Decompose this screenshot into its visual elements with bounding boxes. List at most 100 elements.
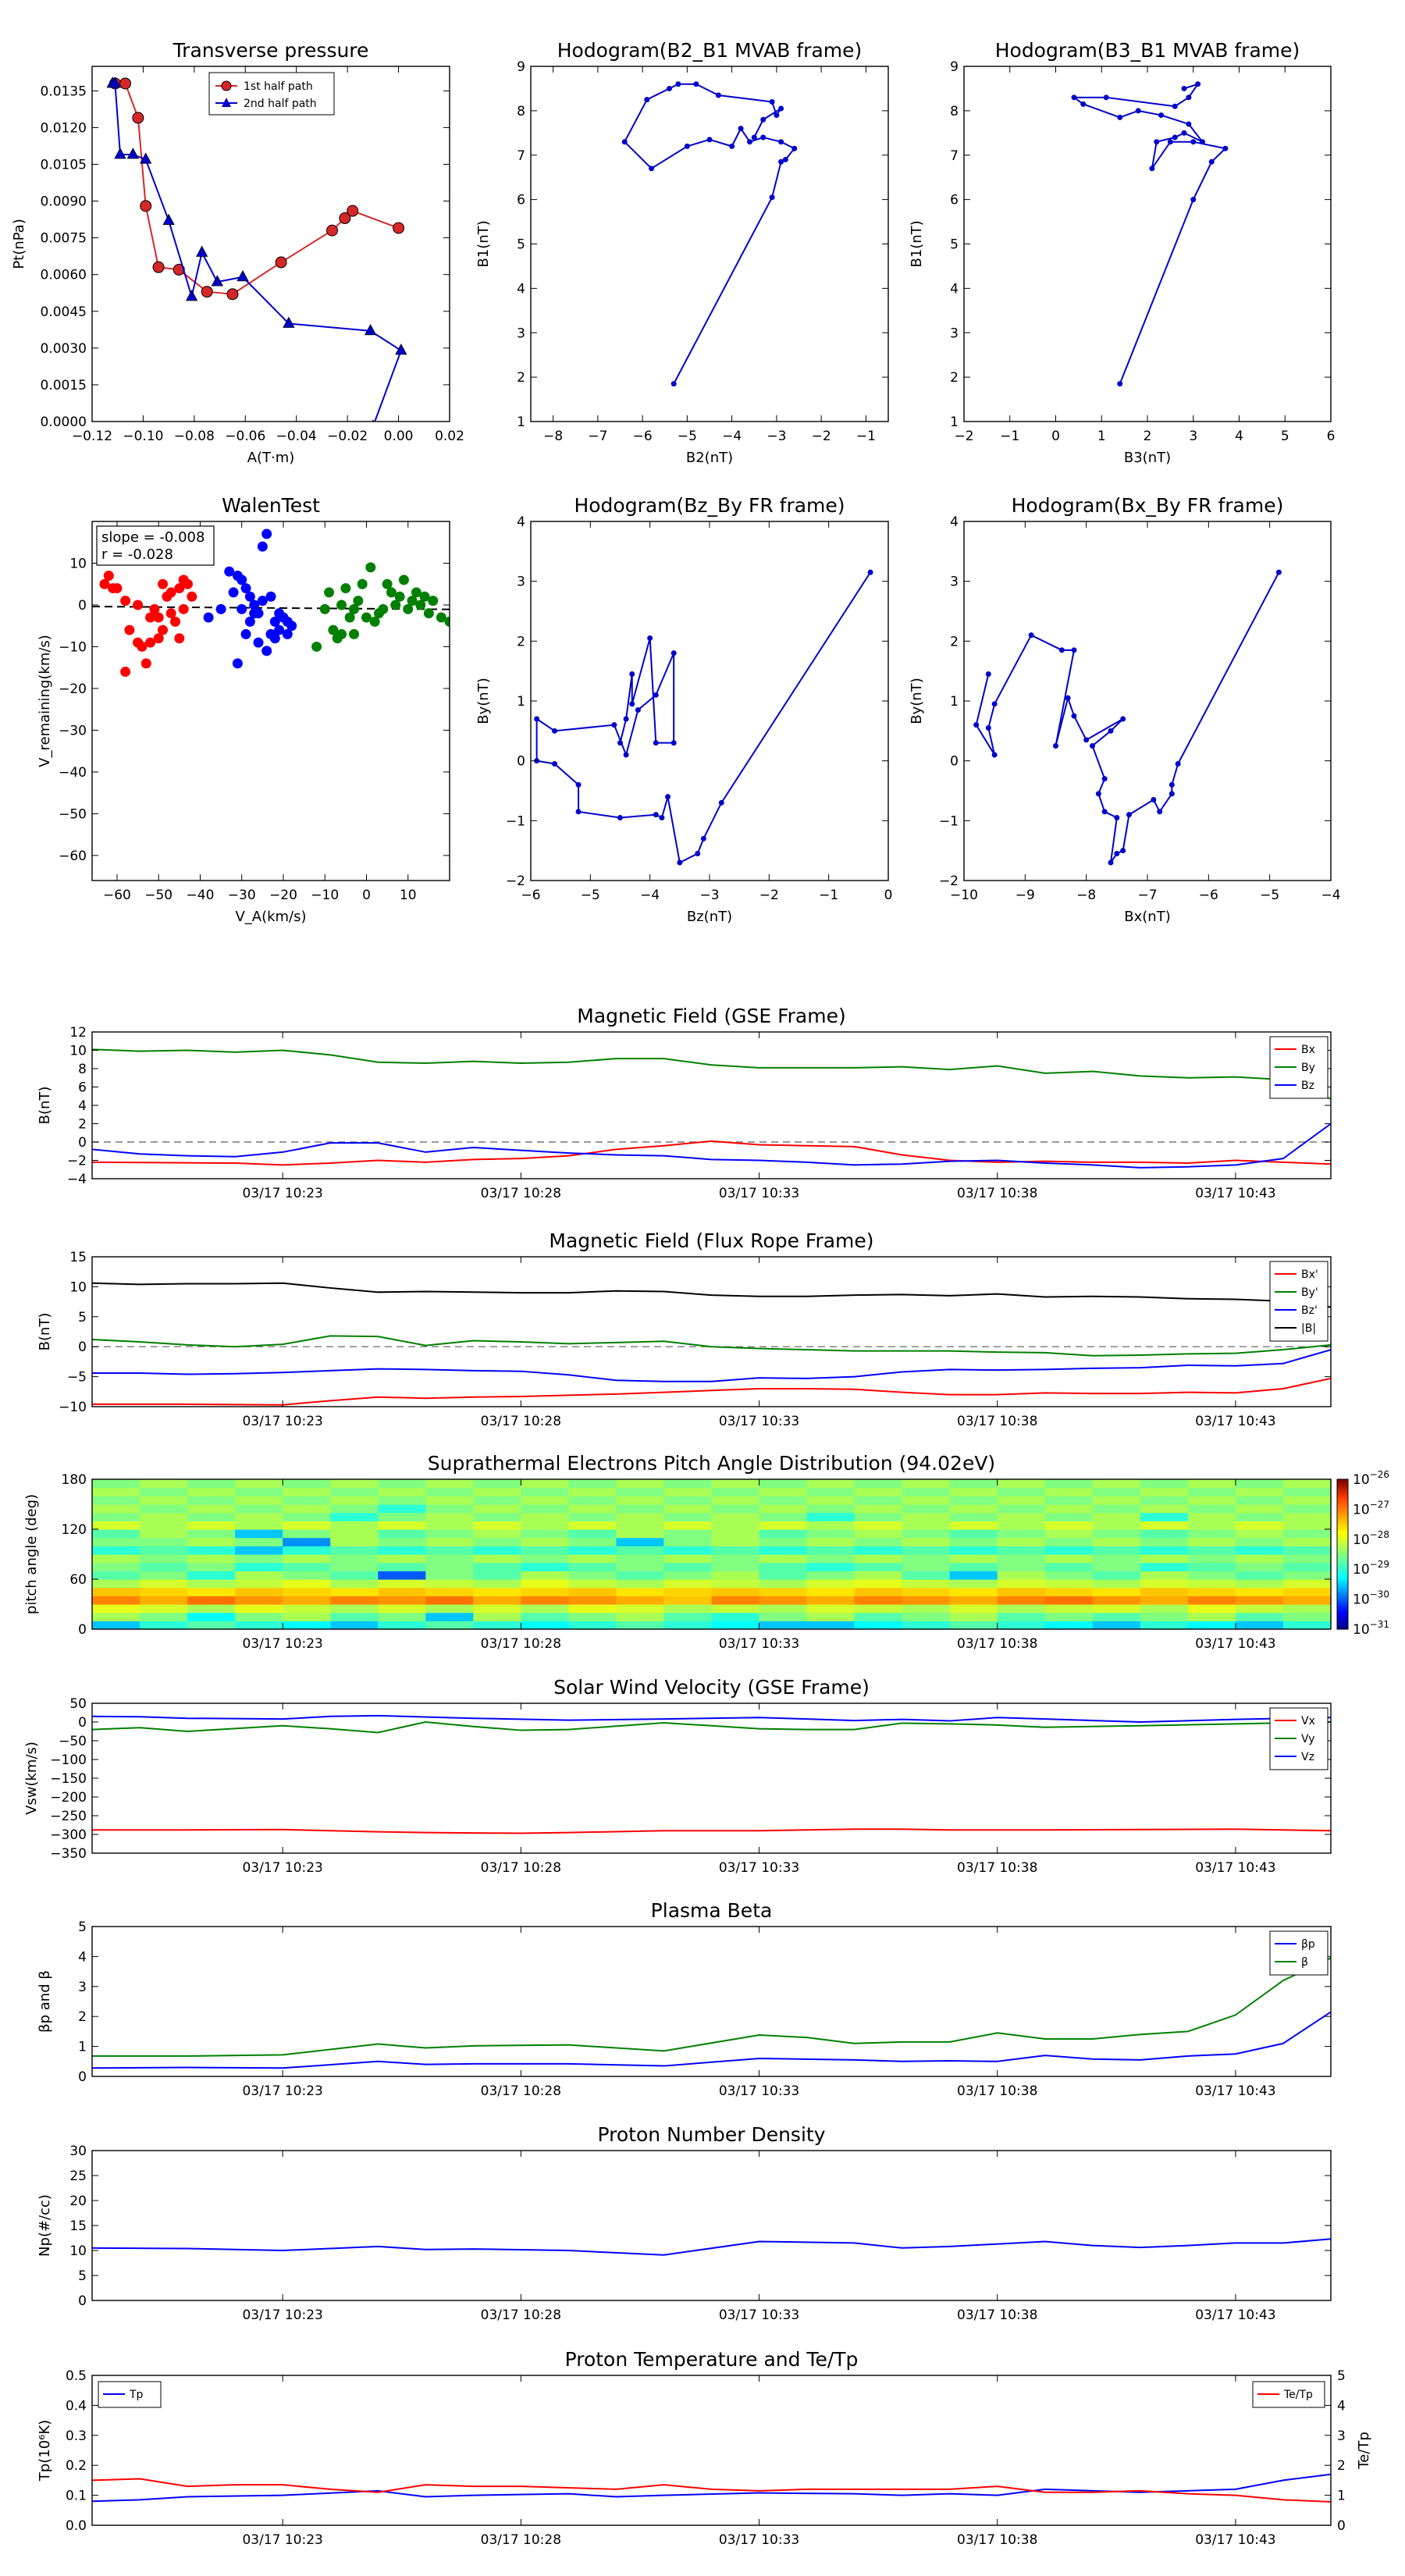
- tp-y2-tick-label: 3: [1337, 2428, 1346, 2444]
- h3-x-tick-label: −1: [819, 888, 838, 903]
- tp-title: Proton Temperature and Te/Tp: [565, 2348, 859, 2371]
- pad-colorbar-segment: [1337, 1496, 1348, 1500]
- h4-point: [1083, 737, 1090, 743]
- h4-point: [1108, 728, 1114, 734]
- pad-cell: [187, 1554, 236, 1564]
- h1-point: [715, 92, 721, 98]
- beta-y-tick-label: 3: [78, 1980, 87, 1995]
- pad-cell: [806, 1562, 855, 1571]
- walen-point: [403, 603, 414, 614]
- pad-cell: [1282, 1521, 1332, 1530]
- h1-y-tick-label: 7: [517, 148, 525, 164]
- bgse-x-tick-label: 03/17 10:23: [242, 1186, 322, 1201]
- np-x-tick-label: 03/17 10:28: [481, 2307, 561, 2323]
- walen-point: [428, 596, 439, 607]
- pad-cell: [759, 1529, 808, 1539]
- pad-cell: [1187, 1546, 1236, 1555]
- pad-cell: [235, 1529, 283, 1539]
- pad-cell: [187, 1537, 236, 1546]
- pad-cell: [711, 1571, 760, 1580]
- pt-title: Transverse pressure: [173, 39, 369, 62]
- h2-x-tick-label: 0: [1051, 429, 1060, 444]
- pad-colorbar-segment: [1337, 1561, 1348, 1565]
- pad-colorbar-segment: [1337, 1604, 1348, 1607]
- pad-cell: [235, 1546, 283, 1555]
- pad-cell: [759, 1487, 808, 1496]
- pad-cell: [92, 1587, 140, 1596]
- pad-cell: [902, 1521, 951, 1530]
- vsw-x-tick-label: 03/17 10:33: [719, 1860, 799, 1876]
- pad-cell: [1044, 1546, 1094, 1555]
- pad-cell: [473, 1621, 521, 1630]
- pad-cell: [711, 1604, 760, 1614]
- h4-x-tick-label: −9: [1016, 888, 1035, 903]
- walen-x-tick-label: 0: [362, 888, 371, 903]
- pad-cell: [521, 1596, 569, 1605]
- bfr-x-tick-label: 03/17 10:38: [957, 1414, 1037, 1429]
- pad-cell: [997, 1546, 1046, 1555]
- h3-point: [623, 716, 629, 722]
- h1-y-tick-label: 6: [517, 193, 525, 208]
- h1-point: [782, 156, 788, 162]
- h3-point: [629, 701, 635, 707]
- pad-cell: [1187, 1487, 1236, 1496]
- pad-cell: [521, 1529, 569, 1539]
- pad-cell: [616, 1537, 665, 1546]
- pt-x-tick-label: −0.08: [174, 429, 215, 444]
- pad-cell: [902, 1529, 951, 1539]
- pad-cell: [1187, 1587, 1236, 1596]
- pad-colorbar-segment: [1337, 1524, 1348, 1528]
- pad-cell: [806, 1621, 855, 1630]
- pad-cell: [902, 1512, 951, 1521]
- pad-y-tick-label: 0: [78, 1622, 87, 1638]
- pad-cell: [473, 1496, 521, 1505]
- pt-point: [162, 213, 175, 226]
- h1-y-tick-label: 8: [517, 104, 525, 119]
- pad-cell: [663, 1579, 713, 1589]
- h4-point: [1120, 848, 1126, 854]
- tp-y-tick-label: 0.4: [66, 2398, 87, 2414]
- pad-cell: [902, 1604, 951, 1614]
- pt-point: [152, 261, 165, 273]
- tp-y2-tick-label: 2: [1337, 2458, 1346, 2474]
- h4-point: [991, 701, 998, 707]
- pad-cell: [187, 1579, 236, 1589]
- h3-y-tick-label: 4: [517, 514, 525, 530]
- h3-x-tick-label: −2: [759, 888, 779, 903]
- bfr-legend-label: |B|: [1301, 1322, 1316, 1335]
- pad-cell: [711, 1487, 760, 1496]
- pad-cell: [187, 1604, 236, 1614]
- pad-cell: [521, 1571, 569, 1580]
- pad-colorbar-segment: [1337, 1574, 1348, 1578]
- pad-colorbar-segment: [1337, 1582, 1348, 1585]
- walen-point: [99, 578, 110, 589]
- pad-y-tick-label: 60: [69, 1572, 87, 1588]
- pad-cell: [1092, 1537, 1141, 1546]
- pad-cell: [330, 1487, 379, 1496]
- pad-cell: [854, 1496, 903, 1505]
- vsw-legend: Vx Vy Vz: [1269, 1707, 1329, 1770]
- pad-cell: [1235, 1487, 1284, 1496]
- pad-cell: [235, 1571, 283, 1580]
- pt-x-label: A(T·m): [247, 450, 295, 466]
- pad-cell: [1235, 1529, 1284, 1539]
- walen-point: [187, 591, 197, 602]
- pad-cell: [1044, 1512, 1094, 1521]
- pad-cell: [759, 1612, 808, 1621]
- pad-colorbar-segment: [1337, 1569, 1348, 1572]
- h3-point: [611, 722, 617, 728]
- bfr-series-line: [92, 1335, 1331, 1357]
- pad-cell: [1092, 1612, 1141, 1621]
- tp-y-tick-label: 0.1: [66, 2489, 87, 2504]
- vsw-series-line: [92, 1828, 1331, 1834]
- h3-point: [552, 728, 558, 734]
- walen-point: [419, 591, 430, 602]
- pad-cell: [711, 1496, 760, 1505]
- walen-point: [269, 616, 280, 627]
- h1-x-tick-label: −6: [633, 429, 653, 444]
- pad-cell: [1092, 1562, 1141, 1571]
- pad-cell: [330, 1587, 379, 1596]
- pad-cell: [425, 1546, 474, 1555]
- pad-cell: [187, 1596, 236, 1605]
- pad-cell: [1282, 1546, 1332, 1555]
